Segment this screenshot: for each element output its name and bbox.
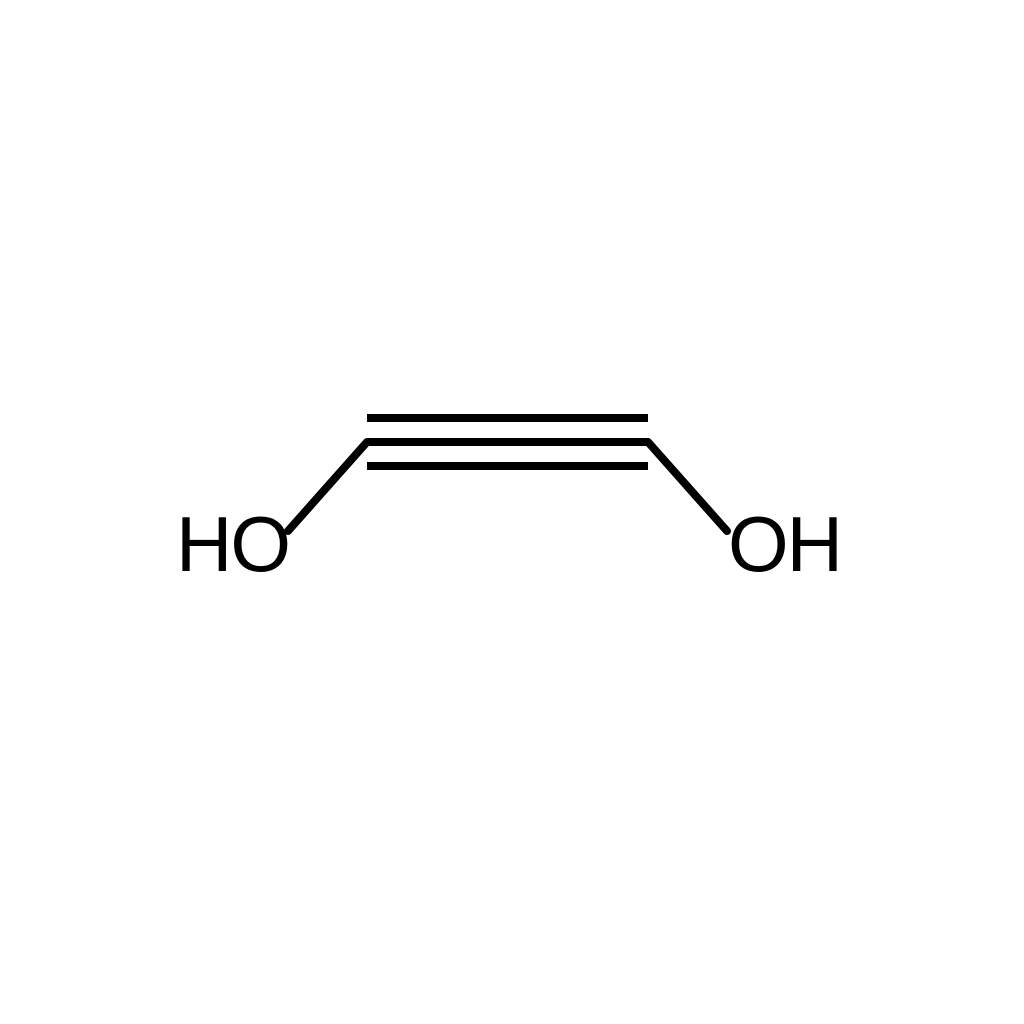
- atom-label-oh-right: OH: [728, 505, 841, 583]
- bond-layer: [0, 0, 1024, 1024]
- chemical-structure-canvas: HO OH: [0, 0, 1024, 1024]
- bond-c1-c2: [288, 442, 367, 531]
- atom-label-oh-left: HO: [176, 505, 289, 583]
- bond-c3-c4: [648, 442, 727, 531]
